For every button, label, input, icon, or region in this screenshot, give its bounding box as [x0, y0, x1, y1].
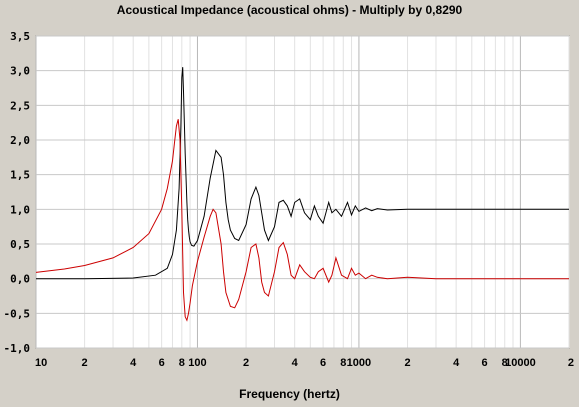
- series-layer: [35, 67, 569, 322]
- y-tick-label: 2,0: [10, 134, 30, 147]
- x-tick-label: 6: [159, 357, 165, 369]
- y-tick-label: 2,5: [10, 99, 30, 112]
- x-tick-label: 8: [502, 357, 508, 369]
- x-tick-label: 8: [179, 357, 185, 369]
- y-tick-label: -0,5: [4, 307, 31, 320]
- x-tick-label: 4: [292, 357, 299, 369]
- y-tick-label: 0,0: [10, 273, 30, 286]
- plot-background: [35, 35, 570, 349]
- series-line-2: [35, 119, 569, 322]
- y-tick-label: 1,5: [10, 169, 30, 182]
- x-tick-label: 10000: [505, 357, 536, 369]
- x-tick-label: 2: [568, 357, 574, 369]
- y-tick-label: -1,0: [4, 342, 31, 355]
- x-tick-label: 1000: [347, 357, 371, 369]
- y-tick-label: 1,0: [10, 203, 30, 216]
- grid-lines: [35, 35, 570, 349]
- y-tick-label: 3,5: [10, 30, 30, 43]
- x-tick-label: 4: [130, 357, 137, 369]
- x-tick-label: 2: [82, 357, 88, 369]
- y-tick-label: 3,0: [10, 65, 30, 78]
- x-tick-label: 6: [320, 357, 326, 369]
- series-line-1: [36, 67, 569, 280]
- x-tick-label: 6: [482, 357, 488, 369]
- y-tick-label: 0,5: [10, 238, 30, 251]
- x-tick-label: 4: [453, 357, 460, 369]
- x-tick-label: 2: [243, 357, 249, 369]
- x-axis-label: Frequency (hertz): [239, 387, 340, 401]
- x-tick-label: 2: [404, 357, 410, 369]
- y-tick-labels: 3,5 3,0 2,5 2,0 1,5 1,0 0,5 0,0 -0,5 -1,0: [4, 30, 31, 355]
- x-tick-label: 100: [188, 357, 206, 369]
- x-tick-label: 10: [35, 357, 47, 369]
- x-tick-label: 8: [340, 357, 346, 369]
- chart-title: Acoustical Impedance (acoustical ohms) -…: [116, 3, 463, 17]
